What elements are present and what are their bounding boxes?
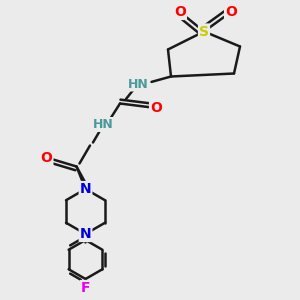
- Text: HN: HN: [93, 118, 114, 131]
- Text: S: S: [199, 25, 209, 38]
- Text: F: F: [81, 281, 90, 295]
- Text: O: O: [40, 151, 52, 164]
- Text: HN: HN: [128, 77, 148, 91]
- Text: O: O: [150, 101, 162, 115]
- Text: O: O: [174, 5, 186, 19]
- Text: N: N: [80, 182, 91, 196]
- Text: O: O: [225, 5, 237, 19]
- Text: N: N: [80, 227, 91, 241]
